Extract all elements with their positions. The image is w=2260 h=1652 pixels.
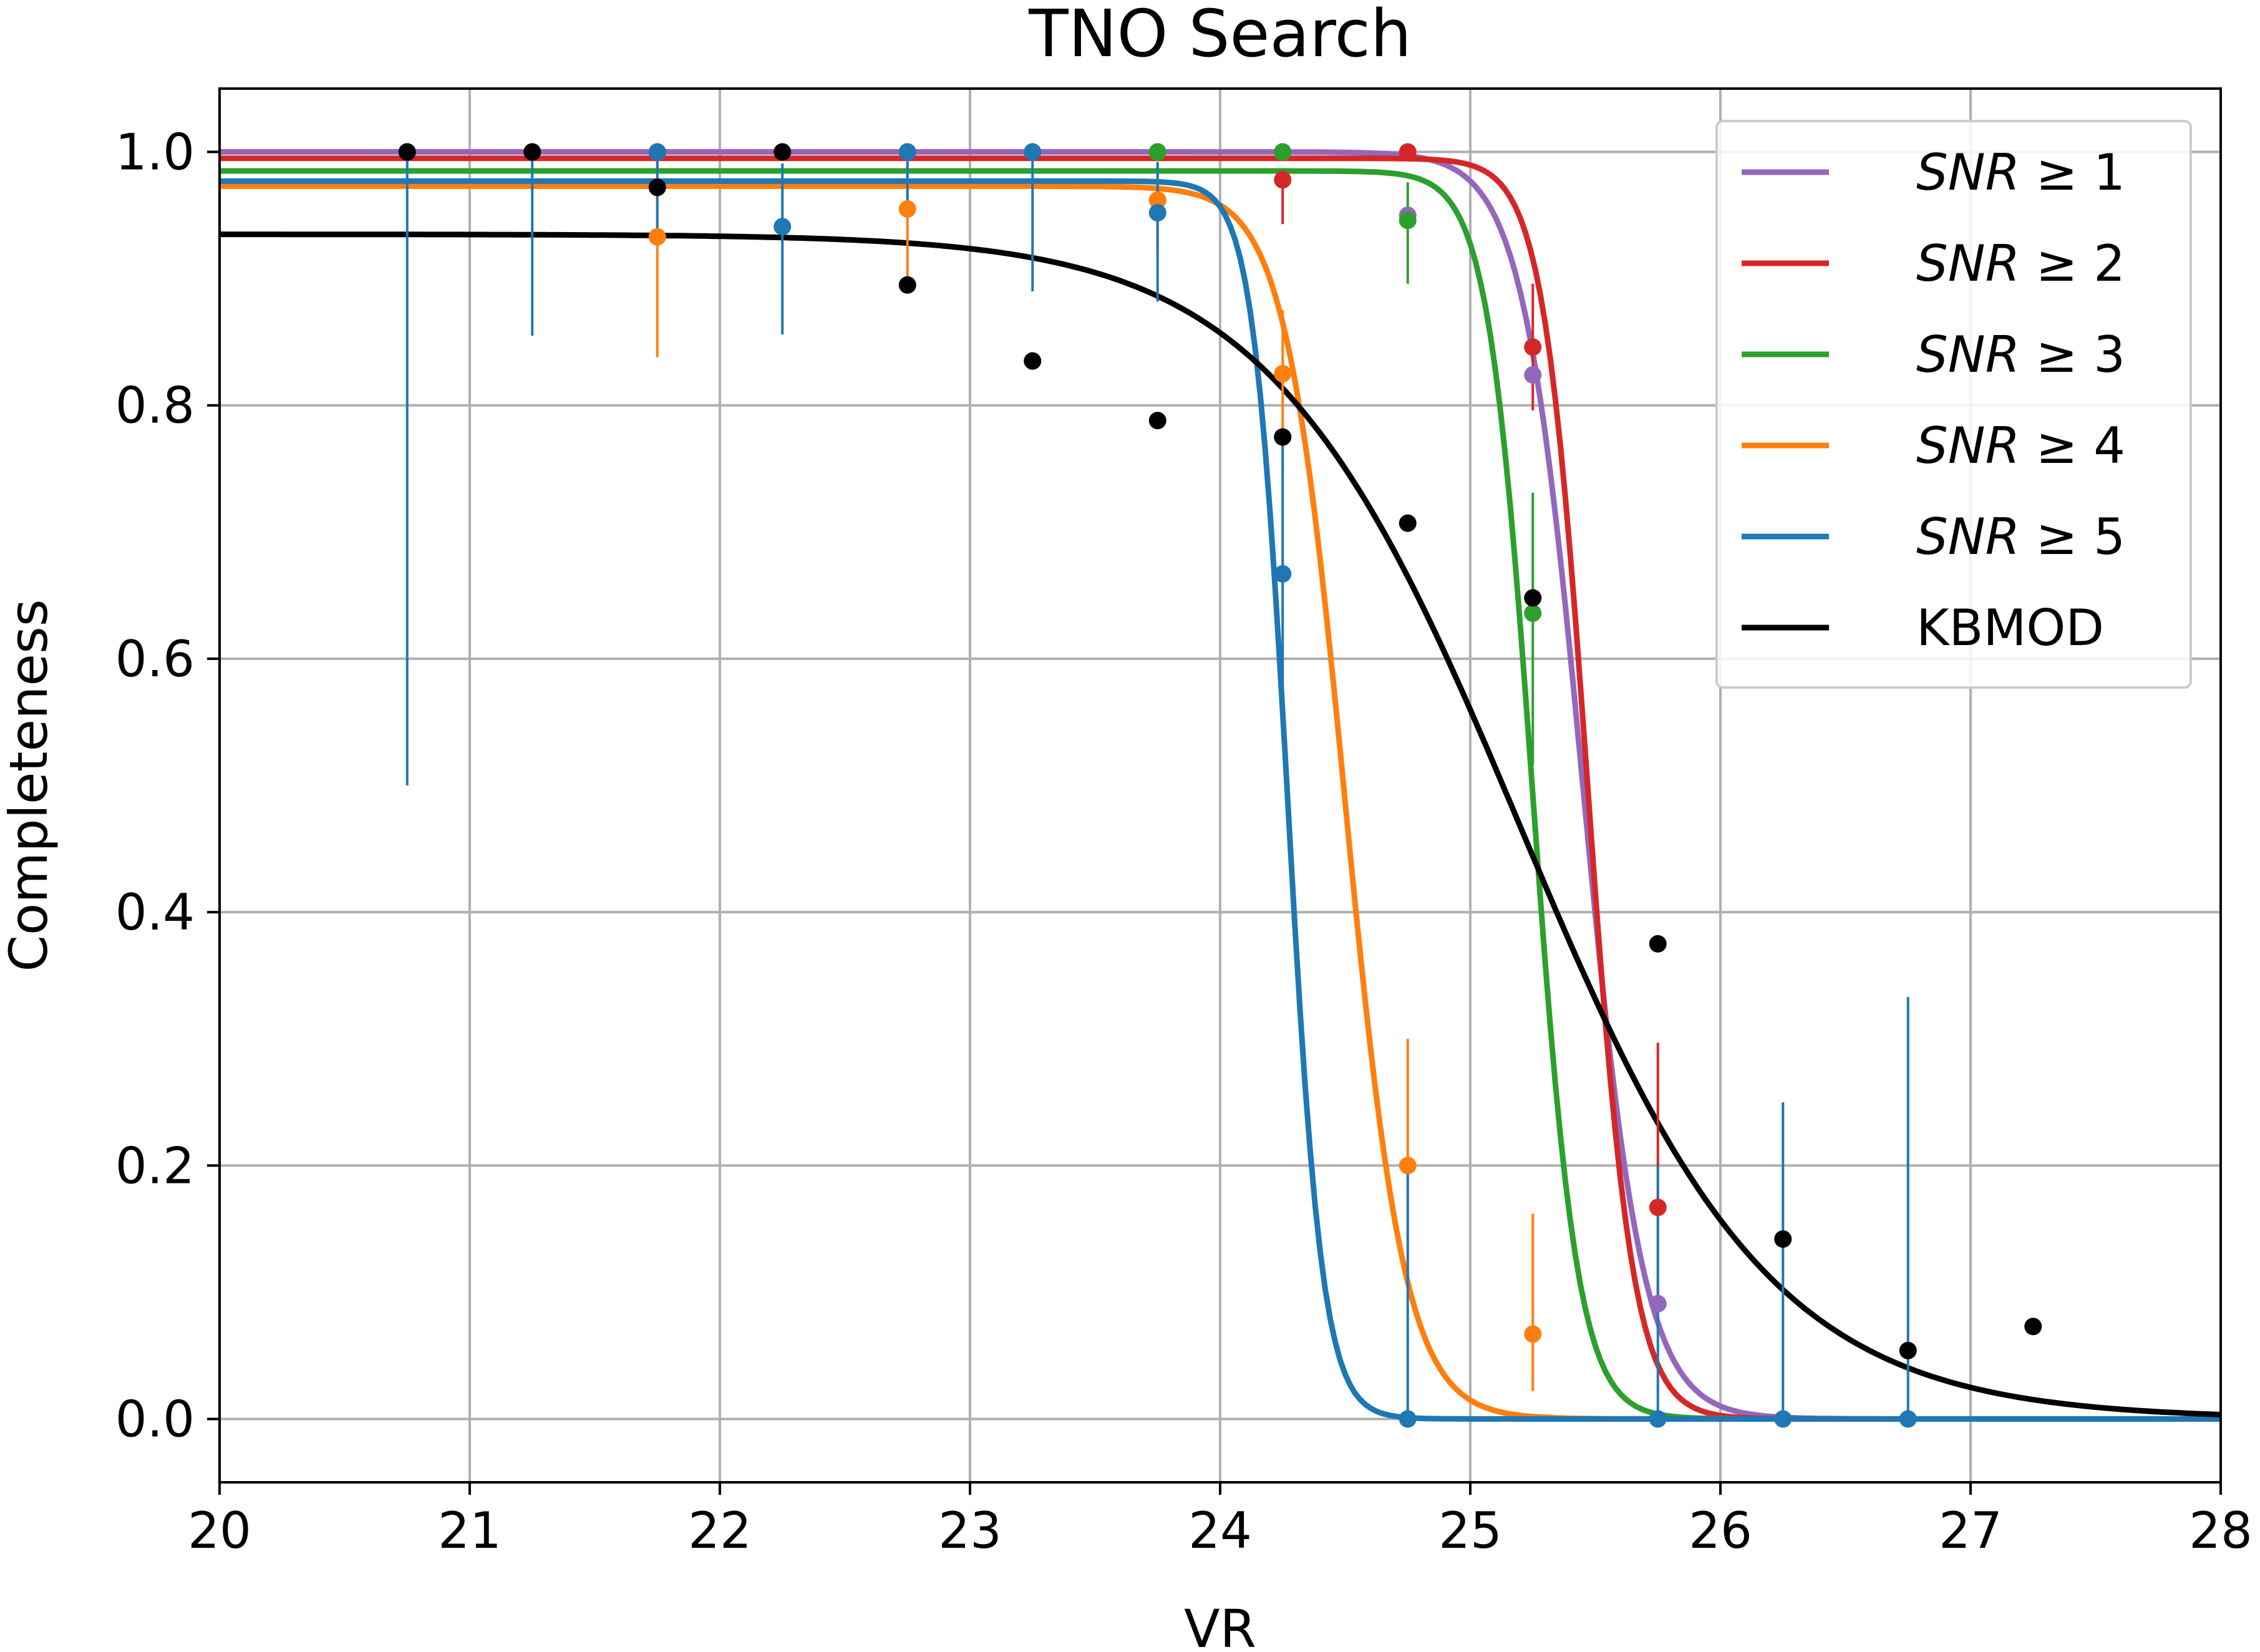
x-axis-label: VR bbox=[1184, 1598, 1256, 1652]
legend-label-threshold: ≥ 2 bbox=[2020, 235, 2125, 293]
snr-1-legend-label: SNR ≥ 1 bbox=[1916, 143, 2125, 202]
x-tick-label: 22 bbox=[688, 1502, 752, 1560]
y-tick-label: 0.4 bbox=[115, 883, 195, 941]
kbmod-data-point bbox=[1399, 514, 1417, 532]
snr-3-data-point bbox=[1524, 604, 1542, 622]
x-tick-label: 20 bbox=[188, 1502, 251, 1560]
kbmod-data-point bbox=[1899, 1341, 1917, 1359]
x-axis-ticks: 20 21 22 23 24 25 26 27 28 bbox=[188, 1482, 2253, 1560]
x-tick-label: 27 bbox=[1939, 1502, 2002, 1560]
y-tick-label: 0.0 bbox=[115, 1390, 195, 1448]
kbmod-data-point bbox=[774, 143, 792, 161]
snr-5-data-point bbox=[1899, 1410, 1917, 1428]
snr-5-legend-label: SNR ≥ 5 bbox=[1916, 508, 2125, 566]
snr-5-data-point bbox=[898, 143, 916, 161]
plot-area: 20 21 22 23 24 25 26 27 28 0.0 0.2 0.4 0.6 0.8 1.0 bbox=[115, 87, 2253, 1560]
kbmod-data-point bbox=[2024, 1318, 2042, 1336]
x-tick-label: 25 bbox=[1438, 1502, 1502, 1560]
y-tick-label: 1.0 bbox=[115, 124, 195, 182]
y-tick-label: 0.6 bbox=[115, 630, 195, 688]
snr-5-data-point bbox=[1024, 143, 1042, 161]
kbmod-data-point bbox=[1274, 428, 1292, 446]
x-tick-label: 23 bbox=[938, 1502, 1002, 1560]
kbmod-fit-curve bbox=[220, 231, 2221, 1417]
snr-3-data-point bbox=[1148, 143, 1166, 161]
kbmod-data-point bbox=[398, 143, 416, 161]
legend-label-variable: SNR bbox=[1916, 508, 2020, 566]
snr-5-fit-curve bbox=[220, 178, 2221, 1422]
legend-label-threshold: ≥ 3 bbox=[2020, 326, 2125, 384]
y-tick-label: 0.8 bbox=[115, 377, 195, 435]
snr-5-data-point bbox=[1274, 565, 1292, 583]
y-axis-ticks: 0.0 0.2 0.4 0.6 0.8 1.0 bbox=[115, 124, 220, 1448]
legend-label-variable: SNR bbox=[1916, 417, 2020, 475]
snr-3-data-point bbox=[1274, 143, 1292, 161]
kbmod-data-point bbox=[1649, 935, 1667, 953]
kbmod-data-point bbox=[1024, 352, 1042, 370]
snr-5-data-point bbox=[774, 218, 792, 236]
chart-title: TNO Search bbox=[1028, 0, 1412, 72]
kbmod-data-point bbox=[898, 276, 916, 294]
kbmod-data-point bbox=[1774, 1230, 1792, 1248]
legend-label-variable: SNR bbox=[1916, 143, 2020, 202]
snr-3-data-point bbox=[1399, 211, 1417, 230]
snr-4-data-point bbox=[1524, 1325, 1542, 1343]
snr-4-data-point bbox=[898, 200, 916, 218]
snr-1-data-point bbox=[1524, 366, 1542, 384]
snr-2-data-point bbox=[1274, 171, 1292, 189]
snr-2-data-point bbox=[1524, 338, 1542, 356]
kbmod-data-point bbox=[523, 143, 541, 161]
x-tick-label: 24 bbox=[1188, 1502, 1252, 1560]
legend-box bbox=[1715, 120, 2192, 689]
snr-5-data-point bbox=[1774, 1410, 1792, 1428]
kbmod-data-point bbox=[648, 178, 666, 197]
snr-4-data-point bbox=[1399, 1157, 1417, 1175]
snr-4-data-point bbox=[648, 228, 666, 246]
y-tick-label: 0.2 bbox=[115, 1137, 195, 1195]
data-markers bbox=[398, 143, 2042, 1428]
y-axis-label: Completeness bbox=[0, 599, 59, 971]
x-tick-label: 26 bbox=[1689, 1502, 1752, 1560]
legend-label-threshold: ≥ 5 bbox=[2020, 508, 2125, 566]
kbmod-data-point bbox=[1524, 589, 1542, 607]
snr-4-legend-label: SNR ≥ 4 bbox=[1916, 417, 2125, 475]
snr-2-data-point bbox=[1649, 1198, 1667, 1217]
snr-3-legend-label: SNR ≥ 3 bbox=[1916, 326, 2125, 384]
snr-5-data-point bbox=[1399, 1410, 1417, 1428]
legend-label-variable: SNR bbox=[1916, 235, 2020, 293]
kbmod-data-point bbox=[1148, 412, 1166, 430]
snr-5-data-point bbox=[648, 143, 666, 161]
snr-4-data-point bbox=[1148, 191, 1166, 209]
snr-2-legend-label: SNR ≥ 2 bbox=[1916, 235, 2125, 293]
snr-5-data-point bbox=[1148, 204, 1166, 222]
legend-label-threshold: ≥ 4 bbox=[2020, 417, 2125, 475]
legend-label-variable: SNR bbox=[1916, 326, 2020, 384]
snr-4-data-point bbox=[1274, 364, 1292, 382]
fit-curves bbox=[220, 149, 2221, 1422]
kbmod-legend-label: KBMOD bbox=[1916, 599, 2104, 657]
snr-2-data-point bbox=[1399, 143, 1417, 161]
snr-1-data-point bbox=[1649, 1295, 1667, 1313]
legend-label-threshold: ≥ 1 bbox=[2020, 143, 2125, 202]
x-tick-label: 28 bbox=[2189, 1502, 2253, 1560]
x-tick-label: 21 bbox=[438, 1502, 502, 1560]
snr-5-data-point bbox=[1649, 1410, 1667, 1428]
